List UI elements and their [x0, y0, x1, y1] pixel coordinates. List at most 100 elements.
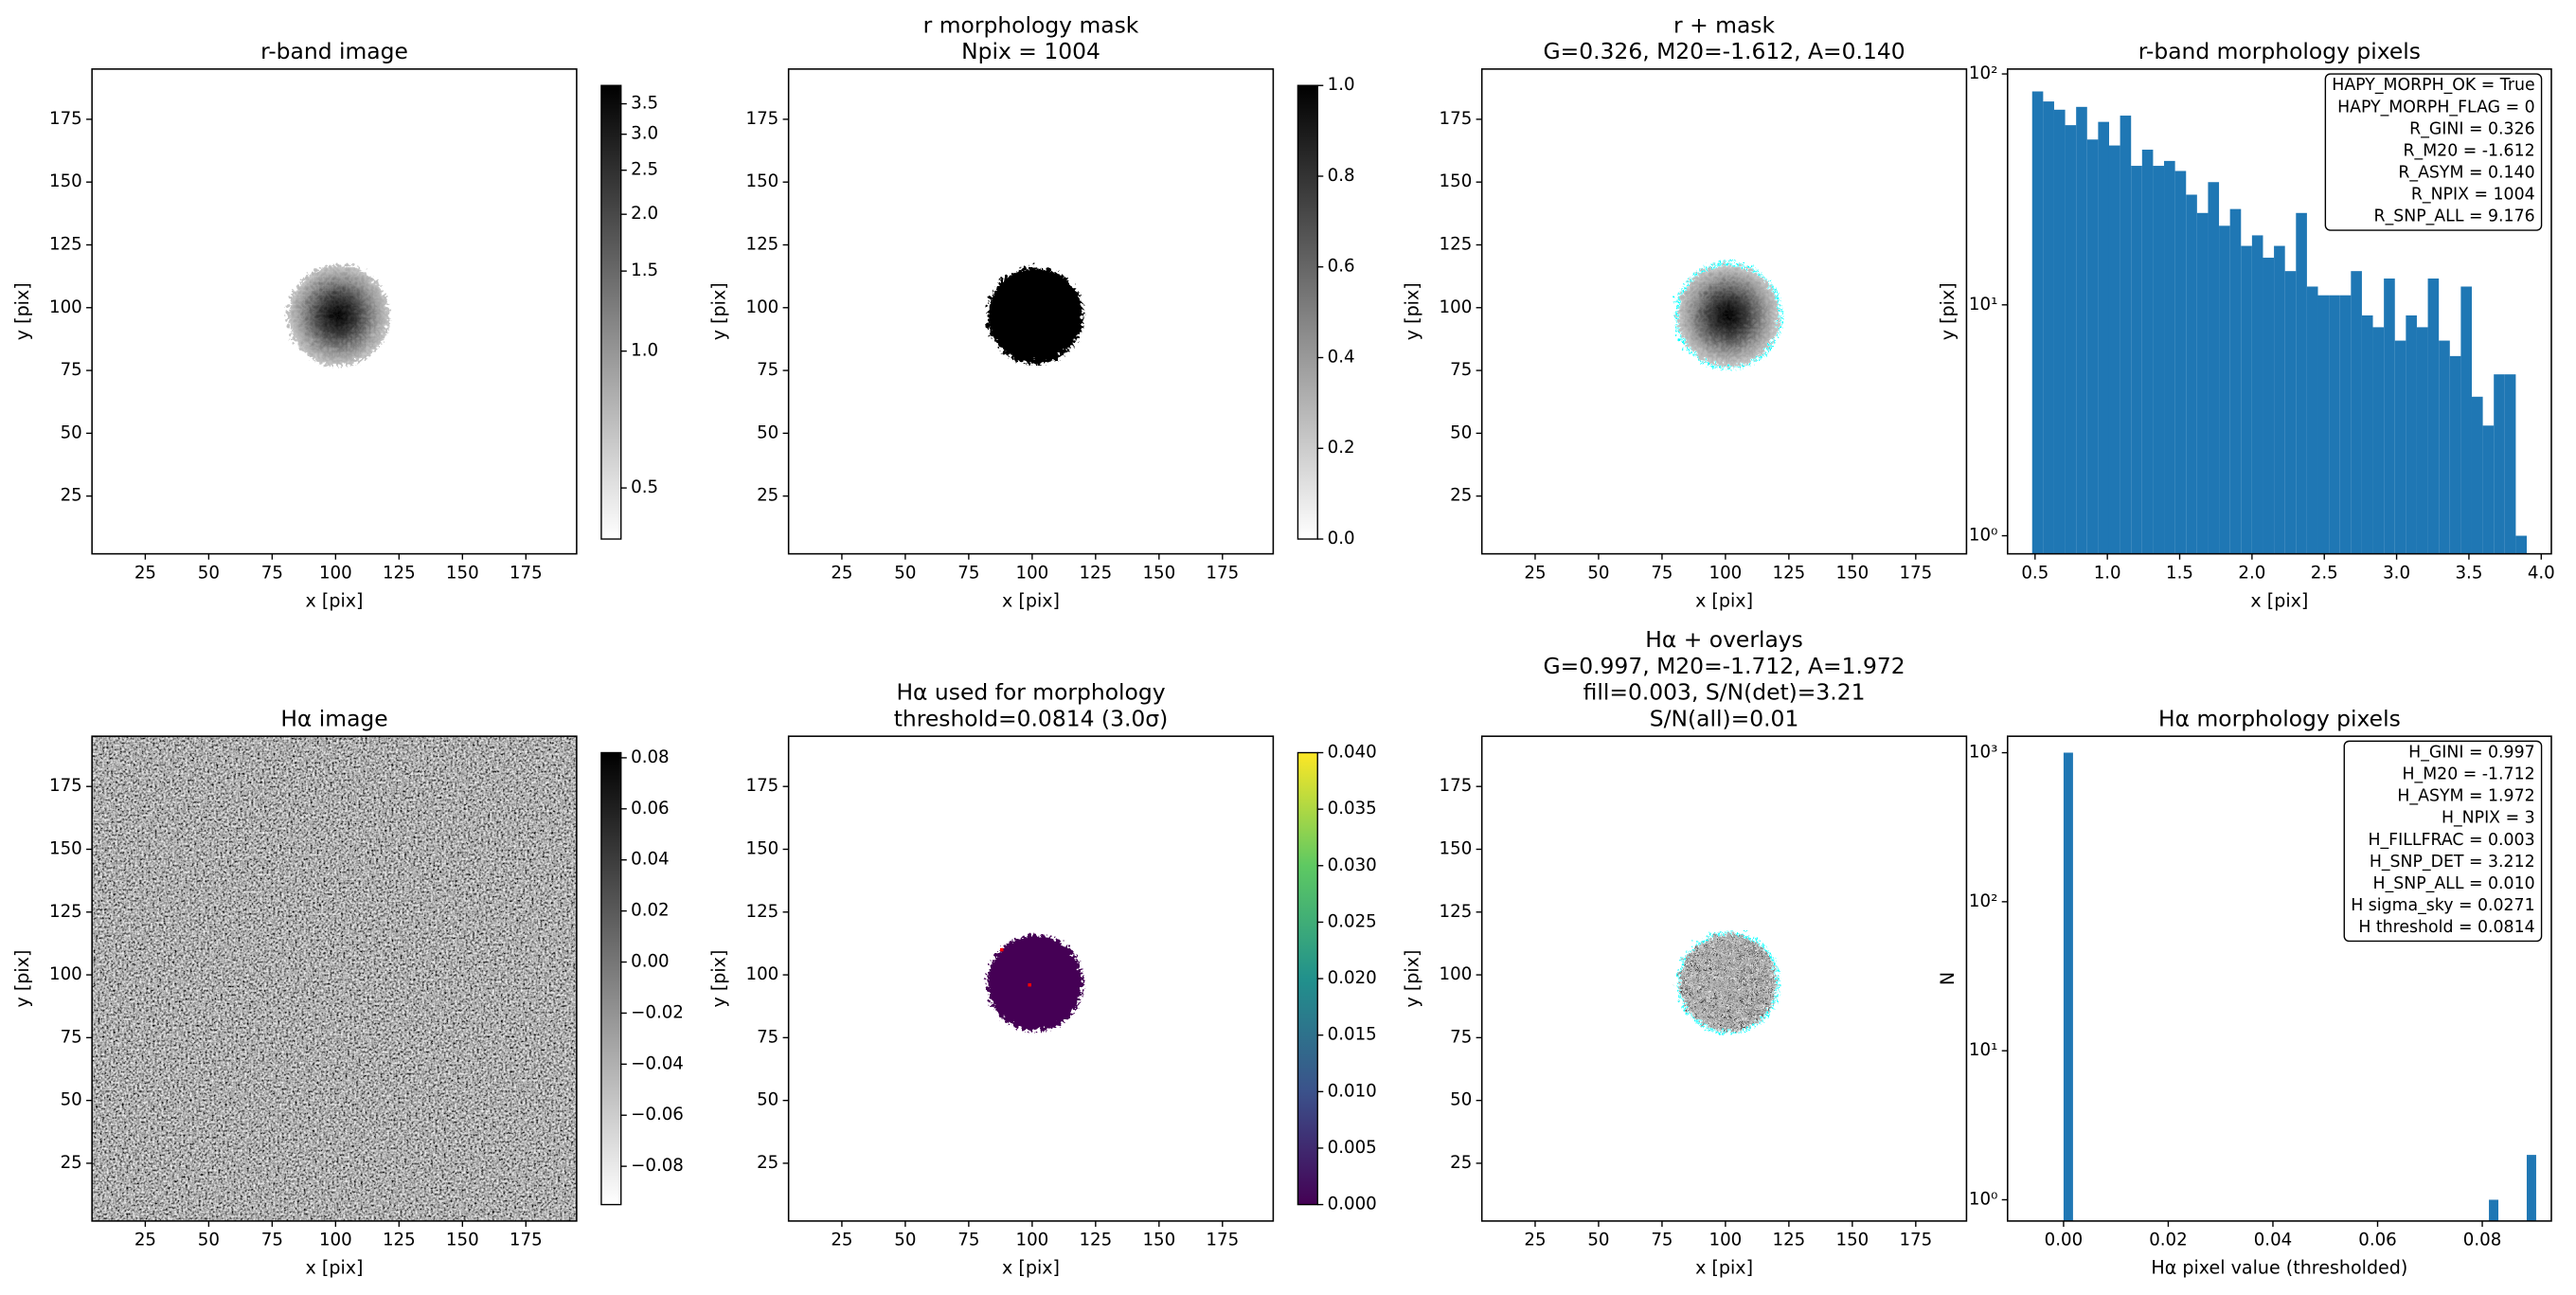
- colorbar-tick-label: 2.5: [631, 160, 658, 180]
- x-axis-label: x [pix]: [1695, 590, 1753, 611]
- y-tick-label: 175: [745, 776, 778, 796]
- x-tick-label: 100: [1015, 1231, 1048, 1250]
- y-tick-label: 150: [745, 171, 778, 191]
- y-tick-label: 175: [49, 109, 82, 129]
- y-axis-label: N: [1938, 972, 1959, 985]
- colorbar-tick-label: 2.0: [631, 204, 658, 224]
- histogram-bar: [2394, 340, 2406, 554]
- annotation-line: H_M20 = -1.712: [2403, 765, 2535, 784]
- histogram-bar: [2153, 166, 2165, 554]
- axes-frame: [1480, 68, 1968, 555]
- y-tick-label: 150: [745, 838, 778, 858]
- axes-frame: [91, 735, 578, 1222]
- histogram-bar: [2361, 315, 2373, 554]
- x-tick-label: 150: [1142, 1231, 1175, 1250]
- x-tick-label: 125: [1079, 1231, 1112, 1250]
- x-tick-label: 0.5: [2021, 563, 2048, 583]
- colorbar-tick-label: 3.5: [631, 94, 658, 114]
- x-tick-label: 150: [446, 1231, 479, 1250]
- colorbar-tick-label: −0.02: [631, 1002, 684, 1022]
- histogram-bar: [2098, 121, 2109, 554]
- annotation-line: R_NPIX = 1004: [2411, 186, 2535, 205]
- x-axis-label: x [pix]: [1002, 1258, 1060, 1279]
- histogram-bar: [2174, 171, 2187, 554]
- annotation-line: H_NPIX = 3: [2442, 809, 2535, 828]
- x-tick-label: 75: [1651, 563, 1673, 583]
- x-axis-label: x [pix]: [2250, 590, 2308, 611]
- histogram-bar: [2108, 145, 2120, 554]
- y-tick-label: 175: [1440, 776, 1473, 796]
- colorbar-tick-label: 0.010: [1328, 1081, 1377, 1101]
- histogram-bar: [2263, 258, 2275, 554]
- histogram-bar: [2406, 315, 2417, 554]
- detected-pixel: [999, 947, 1004, 952]
- x-tick-label: 2.5: [2311, 563, 2338, 583]
- chart-title: r-band morphology pixels: [2138, 38, 2421, 64]
- axes-frame: [1480, 735, 1968, 1222]
- x-tick-label: 3.5: [2455, 563, 2482, 583]
- colorbar-tick-label: 0.02: [631, 901, 670, 921]
- colorbar-tick-label: 0.8: [1328, 166, 1355, 186]
- x-tick-label: 150: [446, 563, 479, 583]
- colorbar-tick-label: 0.6: [1328, 257, 1355, 277]
- source: [1676, 931, 1774, 1029]
- y-tick-label: 150: [1440, 838, 1473, 858]
- annotation-line: R_M20 = -1.612: [2404, 141, 2535, 160]
- x-tick-label: 50: [198, 1231, 220, 1250]
- histogram-bar: [2372, 327, 2385, 554]
- x-tick-label: 0.08: [2463, 1231, 2502, 1250]
- annotation-line: R_SNP_ALL = 9.176: [2374, 207, 2535, 226]
- chart-title: Npix = 1004: [961, 38, 1100, 64]
- histogram-bar: [2131, 166, 2142, 554]
- y-axis-label: y [pix]: [1402, 950, 1422, 1008]
- chart-title: G=0.326, M20=-1.612, A=0.140: [1543, 38, 1905, 64]
- colorbar: [600, 751, 622, 1206]
- annotation-line: H_FILLFRAC = 0.003: [2368, 831, 2534, 850]
- histogram-bar: [2186, 194, 2197, 554]
- y-tick-label: 100: [49, 964, 82, 984]
- mask-contour: [1672, 259, 1780, 367]
- panel: r-band image 0.5 1.0 1.5 2.0 2.5 3.0 3.5 25 50 75 1…: [12, 38, 658, 611]
- axes-frame: [91, 68, 578, 555]
- source-group: [1672, 259, 1780, 367]
- panel: Hα morphology pixels 0.00 0.02 0.04 0.06 0.08…: [1938, 705, 2552, 1279]
- x-tick-label: 150: [1835, 1231, 1869, 1250]
- y-axis-label: y [pix]: [12, 950, 33, 1008]
- colorbar-tick-label: 0.020: [1328, 968, 1377, 988]
- plot-area: [1674, 928, 1777, 1032]
- y-tick-label: 10¹: [1969, 295, 1997, 315]
- y-tick-label: 75: [61, 1027, 82, 1047]
- histogram-bar: [2317, 295, 2330, 554]
- x-tick-label: 50: [1587, 1231, 1609, 1250]
- y-tick-label: 100: [745, 297, 778, 317]
- colorbar: [600, 84, 622, 540]
- colorbar-tick-label: 0.0: [1328, 529, 1355, 549]
- x-axis-label: x [pix]: [306, 1258, 364, 1279]
- x-tick-label: 75: [1651, 1231, 1673, 1250]
- annotation-line: HAPY_MORPH_FLAG = 0: [2337, 98, 2535, 117]
- y-tick-label: 100: [49, 297, 82, 317]
- axes-frame: [2007, 68, 2552, 555]
- plot-area: [983, 931, 1081, 1029]
- x-tick-label: 175: [510, 1231, 543, 1250]
- histogram-bar: [2339, 295, 2352, 554]
- x-tick-label: 125: [1079, 563, 1112, 583]
- histogram-bar: [2208, 182, 2220, 554]
- x-tick-label: 75: [957, 563, 979, 583]
- colorbar-tick-label: 0.040: [1328, 743, 1377, 763]
- chart-title: threshold=0.0814 (3.0σ): [894, 705, 1169, 731]
- x-tick-label: 100: [319, 563, 352, 583]
- annotation-line: H threshold = 0.0814: [2358, 918, 2534, 937]
- histogram-bar: [2504, 374, 2516, 554]
- y-tick-label: 10²: [1969, 63, 1997, 83]
- x-tick-label: 0.04: [2254, 1231, 2293, 1250]
- chart-title: G=0.997, M20=-1.712, A=1.972: [1543, 653, 1905, 679]
- histogram-bar: [2329, 295, 2340, 554]
- histogram-bar: [2229, 208, 2242, 554]
- histogram-bar: [2241, 245, 2252, 554]
- y-tick-label: 100: [1440, 297, 1473, 317]
- colorbar-tick-label: 1.0: [631, 341, 658, 361]
- y-tick-label: 125: [1440, 234, 1473, 254]
- histogram-bar: [2515, 535, 2528, 554]
